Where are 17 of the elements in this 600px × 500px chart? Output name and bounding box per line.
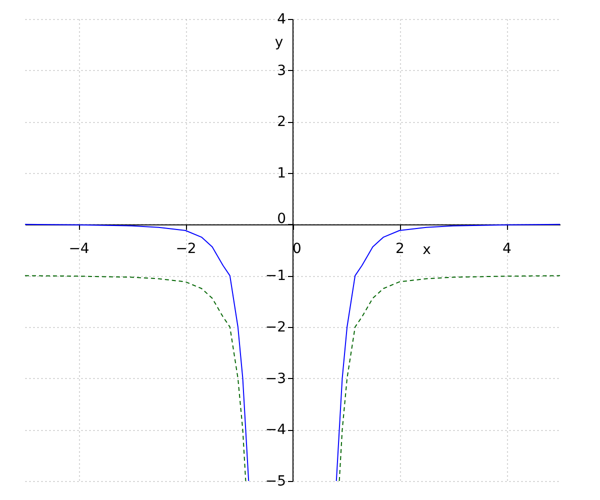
x-tick-label: −4	[68, 240, 90, 257]
x-tick-label: 4	[502, 240, 512, 257]
x-axis-title: x	[422, 242, 431, 258]
y-tick-label: −3	[265, 370, 286, 387]
x-tick-label: −2	[176, 240, 196, 257]
y-tick-label: 4	[277, 12, 286, 28]
y-tick-label: 2	[277, 114, 286, 130]
y-tick-label: −4	[265, 422, 286, 438]
x-tick-label: 2	[396, 240, 404, 257]
y-axis-title: y	[274, 34, 284, 50]
y-tick-label: −5	[265, 474, 286, 490]
y-tick-label: 3	[277, 62, 286, 79]
y-tick-label: −1	[265, 268, 286, 284]
y-tick-label: 0	[277, 210, 286, 227]
y-tick-label: −2	[265, 320, 286, 336]
y-tick-label: 1	[277, 166, 286, 182]
x-tick-label: 0	[292, 240, 302, 257]
